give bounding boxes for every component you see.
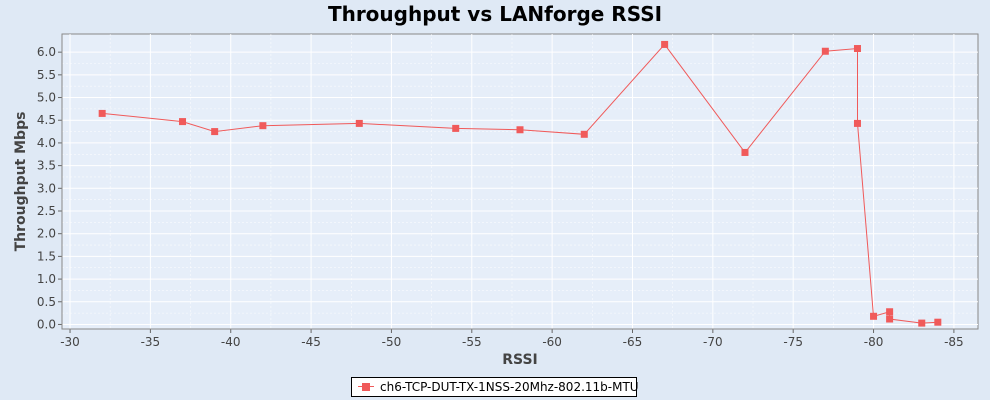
data-point xyxy=(886,315,894,323)
data-point xyxy=(886,308,894,316)
y-tick-label: 2.0 xyxy=(37,227,56,241)
legend: ch6-TCP-DUT-TX-1NSS-20Mhz-802.11b-MTU xyxy=(351,377,639,397)
x-tick-label: -70 xyxy=(703,335,723,349)
x-tick-label: -30 xyxy=(60,335,80,349)
series-layer xyxy=(98,40,942,327)
y-tick-label: 1.0 xyxy=(37,272,56,286)
x-tick-label: -75 xyxy=(783,335,803,349)
data-point xyxy=(821,47,829,55)
data-point xyxy=(98,109,106,117)
plot-background xyxy=(61,33,979,330)
y-tick-label: 1.5 xyxy=(37,249,56,263)
data-point xyxy=(870,312,878,320)
data-point xyxy=(355,119,363,127)
x-tick-label: -45 xyxy=(301,335,321,349)
y-tick-label: 4.5 xyxy=(37,113,56,127)
data-point xyxy=(741,148,749,156)
x-tick-label: -40 xyxy=(221,335,241,349)
y-axis-title: Throughput Mbps xyxy=(13,112,29,252)
x-tick-label: -35 xyxy=(141,335,161,349)
x-tick-label: -80 xyxy=(864,335,884,349)
data-point xyxy=(259,122,267,130)
data-point xyxy=(661,40,669,48)
x-tick-label: -60 xyxy=(542,335,562,349)
x-tick-label: -55 xyxy=(462,335,482,349)
data-point xyxy=(179,118,187,126)
data-point xyxy=(934,318,942,326)
data-point xyxy=(452,124,460,132)
y-tick-label: 2.5 xyxy=(37,204,56,218)
y-tick-label: 0.0 xyxy=(37,317,56,331)
legend-label: ch6-TCP-DUT-TX-1NSS-20Mhz-802.11b-MTU xyxy=(380,380,639,394)
y-tick-label: 4.0 xyxy=(37,136,56,150)
data-point xyxy=(853,45,861,53)
data-point xyxy=(211,128,219,136)
y-tick-label: 3.5 xyxy=(37,159,56,173)
x-axis-title: RSSI xyxy=(502,352,538,368)
x-tick-label: -65 xyxy=(623,335,643,349)
data-point xyxy=(853,119,861,127)
y-tick-label: 0.5 xyxy=(37,295,56,309)
data-point xyxy=(580,130,588,138)
gridlines xyxy=(62,34,978,329)
chart-title: Throughput vs LANforge RSSI xyxy=(327,2,663,26)
y-tick-label: 3.0 xyxy=(37,181,56,195)
axes: -30 -35 -40 -45 -50 -55 -60 -65 -70 -75 -80 -85 0.0 0… xyxy=(37,34,978,349)
data-point xyxy=(516,126,524,134)
x-tick-label: -50 xyxy=(382,335,402,349)
legend-marker xyxy=(362,383,370,391)
x-tick-label: -85 xyxy=(944,335,964,349)
data-point xyxy=(918,319,926,327)
y-tick-label: 5.0 xyxy=(37,91,56,105)
plot-area: -30 -35 -40 -45 -50 -55 -60 -65 -70 -75 -80 -85 0.0 0… xyxy=(13,33,979,368)
y-tick-label: 5.5 xyxy=(37,68,56,82)
y-tick-label: 6.0 xyxy=(37,45,56,59)
legend-swatch-icon xyxy=(358,382,374,392)
